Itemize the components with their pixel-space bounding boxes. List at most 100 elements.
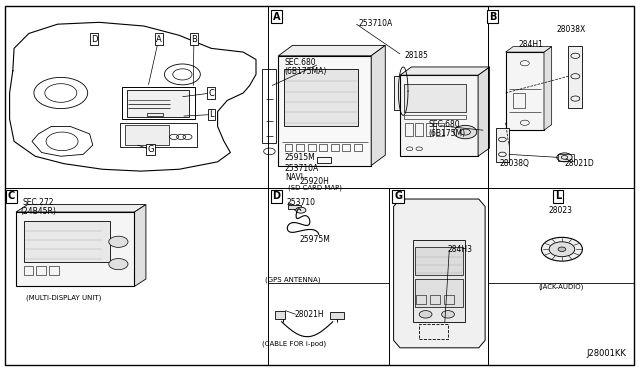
Circle shape — [109, 236, 128, 247]
Text: 253710: 253710 — [287, 198, 316, 207]
Text: SEC.680: SEC.680 — [285, 58, 316, 67]
Text: (6B175MA): (6B175MA) — [285, 67, 327, 76]
Bar — [394, 76, 410, 110]
Circle shape — [549, 242, 575, 257]
Bar — [330, 312, 344, 319]
Bar — [404, 84, 466, 112]
Text: B: B — [489, 12, 497, 22]
Bar — [415, 247, 463, 275]
Bar — [284, 69, 358, 126]
Circle shape — [557, 153, 572, 162]
Text: 28185: 28185 — [404, 51, 428, 60]
Bar — [125, 125, 169, 145]
Bar — [49, 266, 59, 275]
Bar — [120, 123, 197, 147]
Text: (CABLE FOR i-pod): (CABLE FOR i-pod) — [262, 341, 326, 347]
Bar — [262, 69, 276, 143]
Bar — [122, 87, 195, 119]
Circle shape — [454, 125, 477, 139]
Text: G: G — [147, 145, 154, 154]
Bar — [558, 154, 574, 161]
Circle shape — [419, 311, 432, 318]
Text: L: L — [209, 110, 214, 119]
Bar — [147, 113, 163, 116]
Polygon shape — [16, 205, 146, 212]
Polygon shape — [400, 67, 490, 75]
Text: 28038Q: 28038Q — [499, 159, 529, 168]
Bar — [400, 75, 478, 156]
Bar — [275, 311, 285, 319]
Text: NAVI: NAVI — [285, 173, 303, 182]
Text: L: L — [555, 192, 561, 201]
Text: B: B — [191, 35, 197, 44]
Bar — [513, 93, 525, 108]
Text: A: A — [156, 35, 161, 44]
Bar — [285, 144, 292, 151]
Circle shape — [109, 259, 128, 270]
Bar — [127, 90, 189, 117]
Circle shape — [296, 207, 306, 213]
Bar — [436, 123, 444, 136]
Text: 25915M: 25915M — [285, 153, 316, 162]
Bar — [416, 295, 426, 304]
Text: (24B45R): (24B45R) — [20, 207, 56, 216]
Bar — [415, 123, 423, 136]
Circle shape — [541, 237, 582, 261]
Bar — [496, 128, 509, 162]
Bar — [16, 212, 134, 286]
Text: 253710A: 253710A — [285, 164, 319, 173]
Text: 28023: 28023 — [548, 206, 573, 215]
Text: 28021D: 28021D — [564, 159, 594, 168]
Text: 284H1: 284H1 — [518, 40, 543, 49]
Text: 28021H: 28021H — [294, 310, 324, 319]
Text: (GPS ANTENNA): (GPS ANTENNA) — [266, 276, 321, 283]
Bar — [404, 115, 466, 119]
Circle shape — [558, 247, 566, 251]
Polygon shape — [394, 199, 485, 348]
Polygon shape — [478, 67, 490, 156]
Bar — [413, 240, 465, 322]
Bar — [317, 157, 331, 163]
Bar — [288, 205, 301, 209]
Bar — [426, 123, 433, 136]
Text: J28001KK: J28001KK — [586, 349, 626, 358]
Text: D: D — [273, 192, 280, 201]
Bar — [296, 144, 304, 151]
Bar — [354, 144, 362, 151]
Bar — [24, 221, 110, 262]
Bar — [506, 52, 544, 130]
Bar — [405, 123, 413, 136]
Text: (JACK-AUDIO): (JACK-AUDIO) — [538, 283, 583, 290]
Circle shape — [442, 311, 454, 318]
Text: D: D — [91, 35, 97, 44]
Polygon shape — [506, 46, 552, 52]
Bar — [308, 144, 316, 151]
Text: 284H3: 284H3 — [448, 246, 473, 254]
Text: G: G — [394, 192, 402, 201]
Text: 253710A: 253710A — [358, 19, 393, 28]
Bar — [415, 279, 463, 307]
Text: 25920H: 25920H — [300, 177, 330, 186]
Text: SEC.680: SEC.680 — [429, 120, 460, 129]
Text: SEC.272: SEC.272 — [22, 198, 54, 207]
Text: 25975M: 25975M — [300, 235, 330, 244]
Bar — [36, 266, 46, 275]
Bar — [430, 295, 440, 304]
Text: (6B175M): (6B175M) — [429, 129, 466, 138]
Polygon shape — [278, 45, 385, 56]
Bar — [444, 295, 454, 304]
Bar — [568, 46, 582, 108]
Bar — [419, 324, 448, 339]
Bar — [24, 266, 33, 275]
Text: C: C — [8, 192, 15, 201]
Text: C: C — [208, 89, 214, 97]
Bar — [342, 144, 350, 151]
Polygon shape — [371, 45, 385, 166]
Bar — [331, 144, 339, 151]
Text: 28038X: 28038X — [557, 25, 586, 34]
Bar — [319, 144, 327, 151]
Text: (SD CARD MAP): (SD CARD MAP) — [288, 184, 342, 191]
Bar — [278, 56, 371, 166]
Polygon shape — [544, 46, 552, 130]
Polygon shape — [134, 205, 146, 286]
